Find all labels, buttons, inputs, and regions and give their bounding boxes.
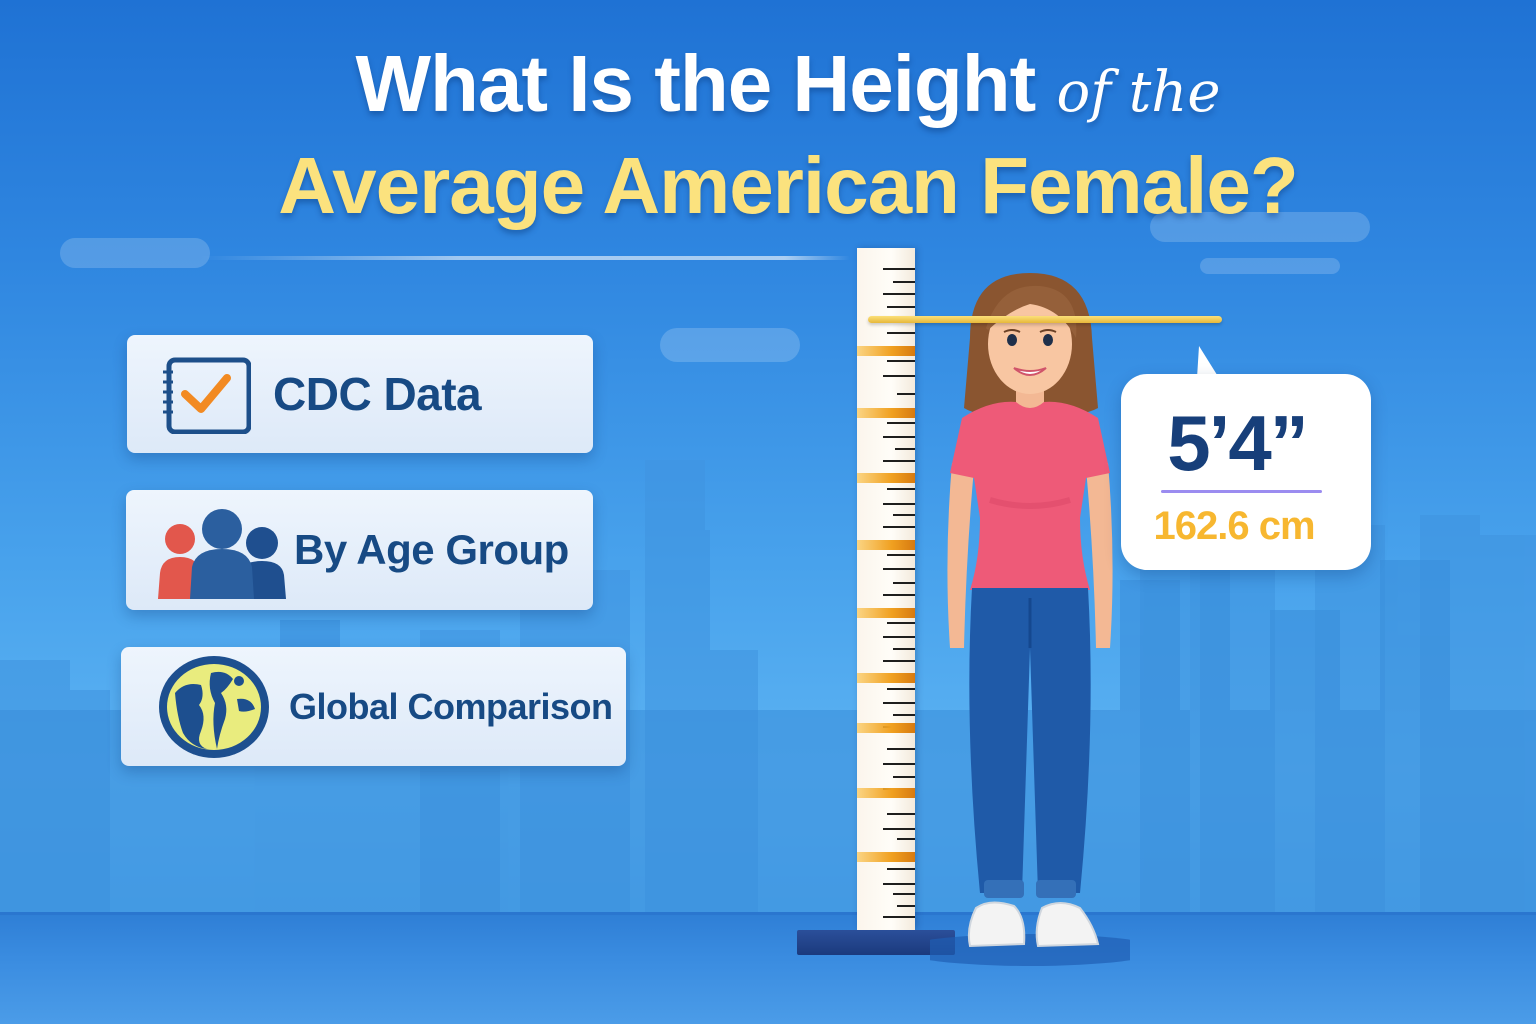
title-italic: of the [1056,60,1221,125]
cloud [60,238,210,268]
height-callout: 5’4” 162.6 cm [1121,374,1371,570]
checklist-icon [163,354,252,435]
topic-card-global-comparison[interactable]: Global Comparison [121,647,626,766]
topic-card-by-age-group[interactable]: By Age Group [126,490,593,610]
callout-divider [1161,490,1322,493]
topic-label: Global Comparison [289,685,613,727]
topic-label: By Age Group [294,526,569,573]
topic-card-cdc-data[interactable]: CDC Data [127,335,593,453]
title-main: What Is the Height [355,39,1037,128]
cloud [660,328,800,362]
haze-line [200,256,850,260]
globe-icon [155,653,273,761]
page-title-line-1: What Is the Height of the [0,38,1536,130]
page-title-line-2: Average American Female? [278,141,1298,230]
height-metric: 162.6 cm [1153,504,1315,548]
cloud [1150,212,1370,242]
height-imperial: 5’4” [1167,399,1308,487]
woman-illustration [930,273,1130,966]
topic-label: CDC Data [273,368,482,420]
ground [0,915,1536,1024]
cloud [1200,258,1340,274]
height-indicator-bar [868,316,1222,323]
callout-tail [1197,346,1219,378]
height-ruler [857,248,915,930]
ruler-base [797,930,955,955]
people-group-icon [156,507,288,599]
